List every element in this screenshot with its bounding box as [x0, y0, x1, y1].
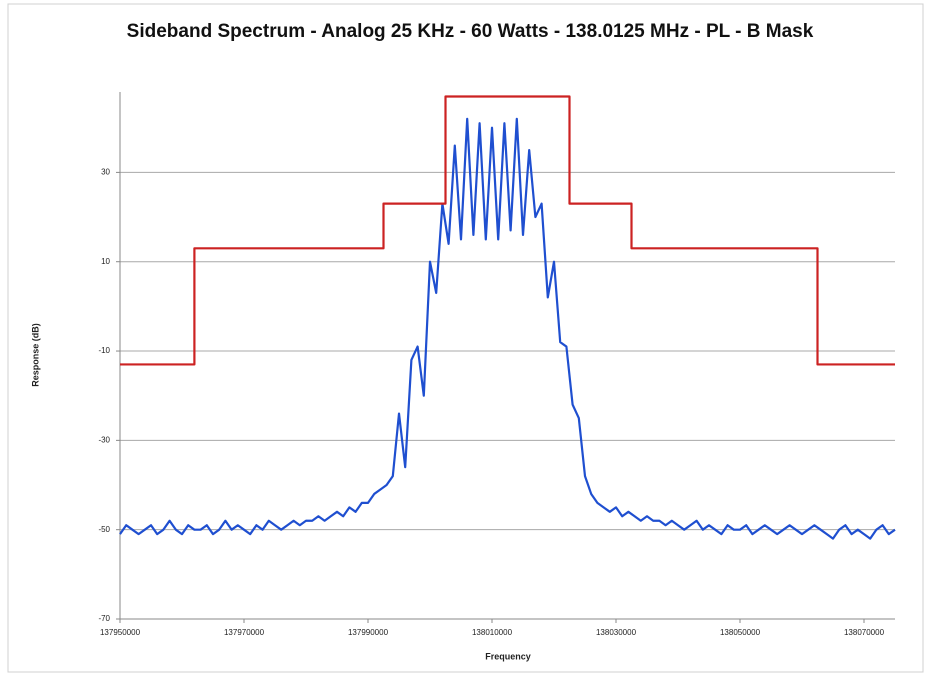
- y-tick-label: -70: [98, 614, 110, 623]
- series-line: [119, 117, 896, 540]
- chart-title: Sideband Spectrum - Analog 25 KHz - 60 W…: [126, 21, 814, 42]
- x-tick-label: 138030000: [596, 628, 637, 637]
- x-tick-label: 138010000: [472, 628, 513, 637]
- y-axis-label: Response (dB): [30, 323, 40, 387]
- series-line: [120, 95, 895, 366]
- chart-border: [7, 3, 924, 673]
- x-tick-label: 137950000: [100, 628, 141, 637]
- x-tick-label: 138050000: [720, 628, 761, 637]
- y-tick-label: 10: [101, 257, 110, 266]
- x-tick-label: 137990000: [348, 628, 389, 637]
- y-tick-label: -30: [98, 435, 110, 444]
- x-tick-label: 137970000: [224, 628, 265, 637]
- x-tick-label: 138070000: [844, 628, 885, 637]
- y-tick-label: -50: [98, 525, 110, 534]
- y-tick-label: 30: [101, 167, 110, 176]
- y-tick-label: -10: [98, 346, 110, 355]
- x-axis-label: Frequency: [485, 651, 531, 661]
